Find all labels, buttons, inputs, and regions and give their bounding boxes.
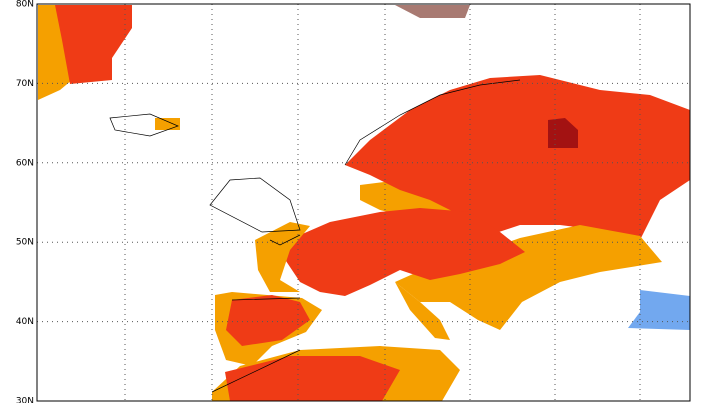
lat-label: 60N	[16, 158, 34, 168]
blue-patch	[628, 290, 690, 330]
lat-label: 70N	[16, 79, 34, 89]
brown-patch	[395, 5, 470, 18]
greenland-red	[55, 5, 132, 84]
lat-label: 30N	[16, 397, 34, 403]
lat-label: 50N	[16, 238, 34, 248]
africa-red	[225, 356, 400, 401]
latitude-labels: 80N 70N 60N 50N 40N 30N	[16, 0, 34, 403]
dark-red-patch	[548, 118, 578, 148]
east-orange	[395, 225, 662, 330]
italy-orange	[395, 282, 450, 340]
north-red	[345, 75, 690, 240]
france-orange	[255, 222, 310, 292]
coastline	[109, 79, 521, 393]
iceland-orange	[155, 118, 180, 130]
iberia-red	[226, 295, 310, 346]
lat-label: 40N	[16, 317, 34, 327]
central-red	[280, 208, 525, 296]
anomaly-regions	[38, 5, 690, 401]
coastlines	[109, 79, 521, 393]
lat-label: 80N	[16, 0, 34, 10]
graticule	[37, 4, 690, 401]
map-frame	[36, 3, 691, 402]
